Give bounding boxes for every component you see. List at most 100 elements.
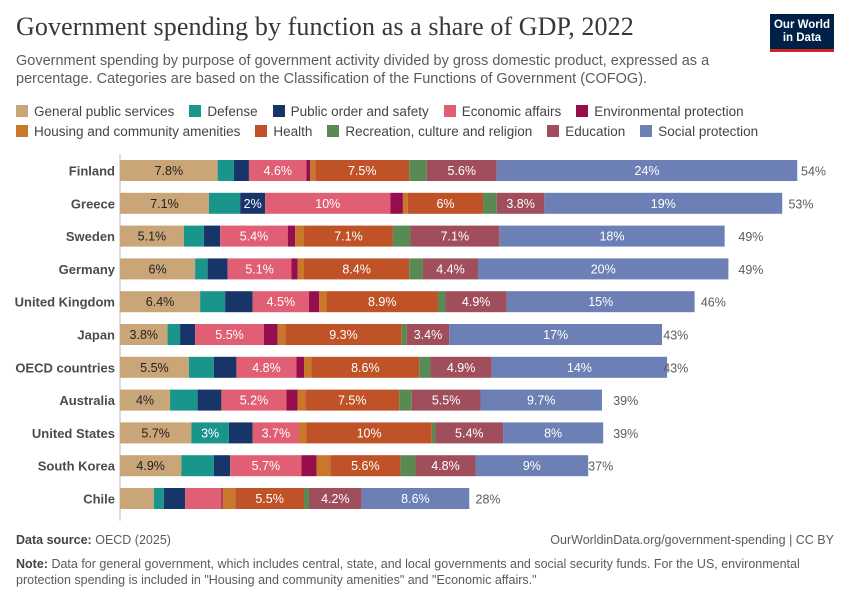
bar-row-united-kingdom[interactable]: United Kingdom 6.4% 4.5% 8.9% 4.9% 15% 46% xyxy=(15,291,726,313)
bar-row-germany[interactable]: Germany 6% 5.1% 8.4% 4.4% 20% 49% xyxy=(59,258,764,280)
bar-segment-housing-and-community-amenities[interactable] xyxy=(310,160,316,181)
bar-segment-health[interactable] xyxy=(285,324,402,345)
bar-segment-education[interactable] xyxy=(415,455,476,477)
bar-segment-economic-affairs[interactable] xyxy=(252,422,300,444)
bar-segment-environmental-protection[interactable] xyxy=(301,455,317,477)
bar-segment-economic-affairs[interactable] xyxy=(185,488,222,509)
bar-segment-health[interactable] xyxy=(407,192,484,214)
bar-segment-public-order-and-safety[interactable] xyxy=(213,455,231,477)
bar-segment-general-public-services[interactable] xyxy=(120,488,154,509)
bar-segment-social-protection[interactable] xyxy=(506,291,695,313)
bar-segment-defense[interactable] xyxy=(153,488,164,509)
bar-segment-public-order-and-safety[interactable] xyxy=(203,225,221,247)
bar-segment-housing-and-community-amenities[interactable] xyxy=(402,192,408,214)
bar-segment-housing-and-community-amenities[interactable] xyxy=(304,356,312,378)
bar-segment-general-public-services[interactable] xyxy=(120,192,209,214)
legend-item-public-order-and-safety[interactable]: Public order and safety xyxy=(272,102,429,120)
legend-item-recreation-culture-and-religion[interactable]: Recreation, culture and religion xyxy=(327,122,532,140)
bar-segment-recreation-culture-and-religion[interactable] xyxy=(431,422,436,444)
bar-segment-defense[interactable] xyxy=(181,455,214,477)
bar-segment-education[interactable] xyxy=(445,291,507,313)
bar-row-greece[interactable]: Greece 7.1% 2% 10% 6% 3.8% 19% 53% xyxy=(71,192,814,214)
bar-segment-environmental-protection[interactable] xyxy=(263,324,278,345)
bar-segment-public-order-and-safety[interactable] xyxy=(213,356,237,378)
bar-row-chile[interactable]: Chile 5.5% 4.2% 8.6% 28% xyxy=(83,488,501,509)
bar-row-australia[interactable]: Australia 4% 5.2% 7.5% 5.5% 9.7% 39% xyxy=(59,389,638,411)
bar-segment-housing-and-community-amenities[interactable] xyxy=(316,455,331,477)
bar-segment-social-protection[interactable] xyxy=(499,225,725,247)
legend-item-general-public-services[interactable]: General public services xyxy=(16,102,174,120)
bar-segment-recreation-culture-and-religion[interactable] xyxy=(400,455,416,477)
bar-segment-public-order-and-safety[interactable] xyxy=(180,324,196,345)
bar-segment-health[interactable] xyxy=(315,160,410,181)
bar-segment-public-order-and-safety[interactable] xyxy=(197,389,222,411)
bar-segment-education[interactable] xyxy=(411,389,481,411)
legend-item-housing-and-community-amenities[interactable]: Housing and community amenities xyxy=(16,122,240,140)
bar-row-sweden[interactable]: Sweden 5.1% 5.4% 7.1% 7.1% 18% 49% xyxy=(66,225,764,247)
owid-logo[interactable]: Our World in Data xyxy=(770,14,834,52)
bar-segment-economic-affairs[interactable] xyxy=(252,291,310,313)
bar-segment-economic-affairs[interactable] xyxy=(220,225,288,247)
bar-segment-health[interactable] xyxy=(330,455,401,477)
source-value[interactable]: OECD (2025) xyxy=(95,533,171,547)
bar-segment-defense[interactable] xyxy=(217,160,234,181)
bar-segment-environmental-protection[interactable] xyxy=(221,488,223,509)
bar-segment-public-order-and-safety[interactable] xyxy=(240,192,266,214)
bar-segment-general-public-services[interactable] xyxy=(120,160,218,181)
bar-segment-recreation-culture-and-religion[interactable] xyxy=(483,192,497,214)
bar-segment-economic-affairs[interactable] xyxy=(236,356,297,378)
bar-segment-housing-and-community-amenities[interactable] xyxy=(297,389,306,411)
bar-segment-education[interactable] xyxy=(422,258,479,280)
bar-segment-general-public-services[interactable] xyxy=(120,291,201,313)
bar-segment-health[interactable] xyxy=(305,389,400,411)
bar-segment-education[interactable] xyxy=(430,356,492,378)
bar-segment-defense[interactable] xyxy=(170,389,198,411)
bar-segment-recreation-culture-and-religion[interactable] xyxy=(409,160,427,181)
source-url[interactable]: OurWorldinData.org/government-spending |… xyxy=(550,533,834,547)
bar-segment-economic-affairs[interactable] xyxy=(195,324,264,345)
bar-segment-education[interactable] xyxy=(410,225,500,247)
bar-segment-recreation-culture-and-religion[interactable] xyxy=(304,488,310,509)
bar-segment-social-protection[interactable] xyxy=(503,422,604,444)
bar-segment-public-order-and-safety[interactable] xyxy=(163,488,186,509)
bar-segment-public-order-and-safety[interactable] xyxy=(228,422,253,444)
bar-segment-recreation-culture-and-religion[interactable] xyxy=(401,324,407,345)
bar-segment-economic-affairs[interactable] xyxy=(248,160,307,181)
bar-segment-health[interactable] xyxy=(304,225,393,247)
bar-segment-economic-affairs[interactable] xyxy=(230,455,302,477)
bar-segment-environmental-protection[interactable] xyxy=(309,291,320,313)
legend-item-social-protection[interactable]: Social protection xyxy=(640,122,758,140)
bar-segment-defense[interactable] xyxy=(183,225,204,247)
bar-segment-recreation-culture-and-religion[interactable] xyxy=(437,291,446,313)
bar-segment-social-protection[interactable] xyxy=(544,192,783,214)
bar-segment-recreation-culture-and-religion[interactable] xyxy=(392,225,411,247)
legend-item-environmental-protection[interactable]: Environmental protection xyxy=(576,102,744,120)
bar-segment-general-public-services[interactable] xyxy=(120,225,184,247)
bar-segment-economic-affairs[interactable] xyxy=(265,192,391,214)
bar-segment-defense[interactable] xyxy=(167,324,181,345)
bar-segment-housing-and-community-amenities[interactable] xyxy=(297,258,305,280)
bar-segment-general-public-services[interactable] xyxy=(120,389,171,411)
bar-segment-housing-and-community-amenities[interactable] xyxy=(222,488,236,509)
bar-segment-general-public-services[interactable] xyxy=(120,258,196,280)
bar-segment-social-protection[interactable] xyxy=(491,356,668,378)
bar-segment-environmental-protection[interactable] xyxy=(306,160,311,181)
bar-segment-social-protection[interactable] xyxy=(361,488,470,509)
bar-segment-public-order-and-safety[interactable] xyxy=(225,291,253,313)
bar-segment-social-protection[interactable] xyxy=(478,258,729,280)
bar-segment-housing-and-community-amenities[interactable] xyxy=(299,422,307,444)
bar-segment-education[interactable] xyxy=(496,192,545,214)
bar-segment-defense[interactable] xyxy=(191,422,229,444)
bar-row-united-states[interactable]: United States 5.7% 3% 3.7% 10% 5.4% 8% 39% xyxy=(32,422,638,444)
bar-segment-education[interactable] xyxy=(309,488,362,509)
bar-segment-general-public-services[interactable] xyxy=(120,356,189,378)
legend-item-education[interactable]: Education xyxy=(547,122,625,140)
bar-segment-public-order-and-safety[interactable] xyxy=(207,258,228,280)
bar-segment-health[interactable] xyxy=(326,291,438,313)
bar-segment-environmental-protection[interactable] xyxy=(296,356,305,378)
bar-segment-public-order-and-safety[interactable] xyxy=(233,160,249,181)
bar-segment-health[interactable] xyxy=(235,488,305,509)
bar-segment-general-public-services[interactable] xyxy=(120,324,168,345)
bar-segment-recreation-culture-and-religion[interactable] xyxy=(409,258,423,280)
bar-segment-economic-affairs[interactable] xyxy=(221,389,287,411)
